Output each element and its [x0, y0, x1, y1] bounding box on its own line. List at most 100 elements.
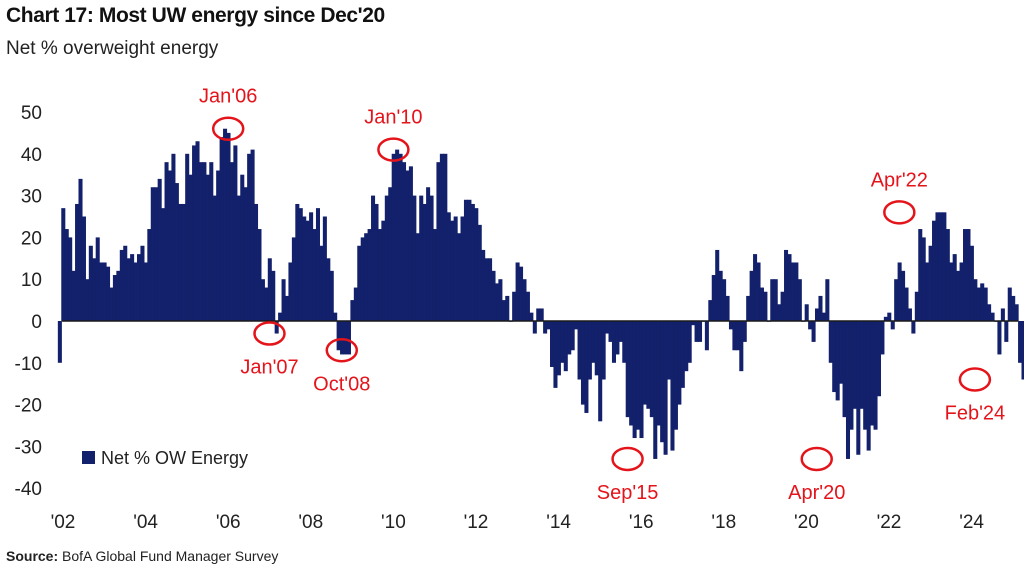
- bar: [770, 279, 775, 321]
- bar: [605, 321, 610, 334]
- bar: [756, 262, 761, 321]
- bar: [450, 220, 455, 321]
- annotation-circle: [958, 367, 992, 392]
- bar: [226, 132, 231, 321]
- annotation-circle: [377, 137, 410, 162]
- bar: [539, 308, 544, 321]
- bar: [336, 321, 341, 351]
- bar: [491, 270, 496, 321]
- bar: [384, 195, 389, 321]
- bar: [629, 321, 634, 426]
- bar: [880, 321, 885, 355]
- annotation-label: Jan'10: [364, 107, 422, 129]
- bar: [71, 270, 76, 321]
- bar: [288, 262, 293, 321]
- annotation-circle: [611, 446, 644, 472]
- bar: [333, 312, 338, 321]
- bar: [553, 321, 558, 388]
- bar: [147, 229, 152, 321]
- bar: [374, 203, 379, 321]
- bar: [563, 321, 568, 372]
- bar: [932, 220, 937, 321]
- bar: [350, 300, 355, 321]
- bar: [126, 258, 131, 321]
- bar: [119, 249, 124, 321]
- bar: [525, 291, 530, 321]
- bar: [192, 145, 197, 321]
- y-tick-label: 30: [21, 187, 42, 208]
- bar: [202, 162, 207, 321]
- bar: [161, 208, 166, 321]
- bar: [859, 321, 864, 409]
- bar: [697, 321, 703, 342]
- bar: [904, 287, 909, 321]
- bar: [543, 321, 548, 334]
- bar: [470, 203, 475, 321]
- bar: [625, 321, 630, 418]
- bar: [529, 312, 534, 321]
- y-tick-label: -30: [15, 437, 42, 458]
- bar: [181, 203, 186, 321]
- bar: [405, 170, 410, 321]
- bar: [639, 321, 644, 439]
- bar: [78, 178, 83, 321]
- bar: [852, 321, 857, 409]
- bar: [842, 321, 847, 418]
- x-tick-label: '12: [464, 512, 489, 533]
- annotation-label: Feb'24: [945, 403, 1006, 425]
- bar: [439, 153, 444, 321]
- bar: [281, 279, 286, 321]
- bar: [61, 208, 66, 321]
- bar: [921, 237, 926, 321]
- bar: [143, 262, 148, 321]
- annotation-label: Jan'06: [199, 86, 257, 108]
- bar: [295, 203, 300, 321]
- bar: [828, 321, 833, 363]
- bar: [742, 321, 747, 342]
- bar: [969, 245, 974, 321]
- bar: [236, 195, 241, 321]
- bar: [309, 212, 314, 321]
- y-tick-label: 0: [31, 312, 42, 333]
- bar: [422, 203, 427, 321]
- bar: [925, 262, 930, 321]
- bar: [945, 229, 950, 321]
- annotation-circle: [325, 338, 359, 363]
- bar: [343, 321, 348, 355]
- bar: [377, 229, 382, 321]
- x-tick-label: '18: [711, 512, 736, 533]
- bar: [109, 287, 114, 321]
- bar: [777, 304, 782, 321]
- bar: [642, 321, 647, 405]
- bar: [708, 300, 713, 321]
- source-label: Source:: [6, 548, 59, 564]
- bar: [649, 321, 654, 418]
- bar: [481, 249, 486, 321]
- bar: [106, 266, 111, 321]
- bar: [474, 208, 479, 321]
- bar: [546, 321, 551, 330]
- bar: [990, 312, 995, 321]
- x-tick-label: '14: [546, 512, 571, 533]
- bar: [845, 321, 851, 459]
- x-tick-label: '06: [216, 512, 241, 533]
- bar: [329, 270, 334, 321]
- bar: [264, 287, 269, 321]
- bar: [976, 287, 981, 321]
- bar: [1004, 321, 1009, 342]
- bar: [746, 295, 751, 321]
- bar: [715, 249, 720, 321]
- bar: [429, 195, 434, 321]
- bar: [894, 279, 899, 321]
- bar: [291, 237, 296, 321]
- bar: [615, 321, 620, 355]
- bar: [240, 174, 245, 321]
- bar: [267, 258, 272, 321]
- bar: [178, 203, 183, 321]
- bar: [274, 321, 279, 334]
- chart-title: Chart 17: Most UW energy since Dec'20: [6, 4, 385, 27]
- source-note: Source: BofA Global Fund Manager Survey: [6, 548, 278, 564]
- bar: [815, 308, 820, 321]
- bar: [567, 321, 572, 355]
- bar: [952, 254, 957, 321]
